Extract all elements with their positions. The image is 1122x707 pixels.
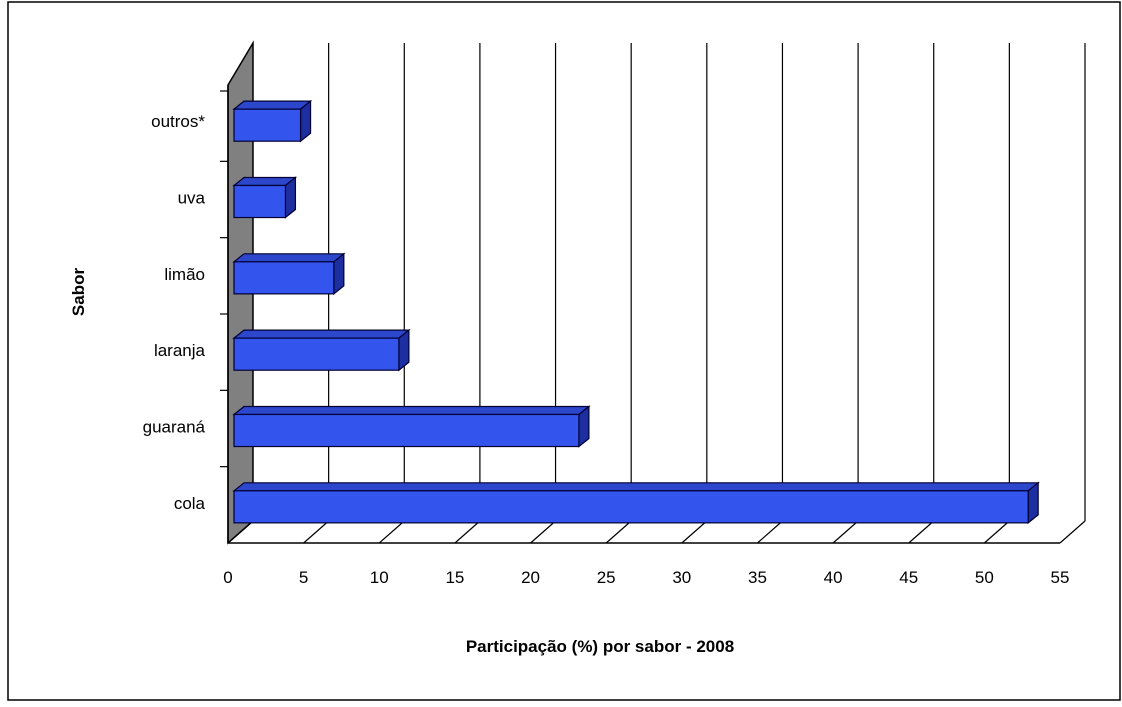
bar-top-face [232, 405, 591, 416]
floor-line [378, 520, 405, 544]
x-tick-label: 20 [521, 568, 540, 587]
bar [232, 99, 313, 143]
floor-line [454, 520, 481, 544]
bar [232, 405, 591, 448]
floor-line [832, 520, 859, 544]
x-tick-label: 55 [1051, 568, 1070, 587]
floor-line [605, 520, 632, 544]
bar [232, 481, 1040, 525]
bar-front-face [233, 261, 335, 295]
y-tick-label: guaraná [143, 418, 206, 437]
bar-top-face [232, 253, 346, 263]
bar-top-face [232, 482, 1040, 492]
bar [232, 252, 346, 296]
floor-line [983, 520, 1010, 544]
x-tick-label: 50 [975, 568, 994, 587]
x-tick-label: 45 [899, 568, 918, 587]
x-tick-label: 35 [748, 568, 767, 587]
floor-line [303, 520, 330, 544]
bar-front-face [233, 184, 287, 219]
bar-top-face [232, 329, 411, 339]
floor-line [681, 520, 708, 544]
bar-top-face [232, 100, 313, 110]
y-axis-label: Sabor [69, 268, 88, 317]
x-tick-label: 30 [672, 568, 691, 587]
y-tick-label: uva [178, 189, 206, 208]
y-tick-label: limão [164, 265, 205, 284]
x-tick-label: 5 [299, 568, 308, 587]
chart-border [7, 1, 1121, 701]
floor-line [227, 520, 254, 544]
x-tick-label: 15 [445, 568, 464, 587]
bar [232, 328, 411, 372]
floor-line [757, 520, 783, 544]
x-tick-label: 0 [223, 568, 232, 587]
bar-front-face [233, 337, 400, 371]
bar [232, 176, 298, 219]
bar-front-face [233, 490, 1029, 524]
floor-line [1059, 520, 1086, 544]
x-axis-label: Participação (%) por sabor - 2008 [466, 637, 734, 656]
y-tick-label: outros* [151, 112, 205, 131]
bar-front-face [233, 108, 302, 142]
floor-line [908, 520, 935, 544]
floor-line [530, 520, 556, 544]
y-tick-label: cola [174, 494, 206, 513]
y-tick-label: laranja [154, 341, 206, 360]
x-tick-label: 10 [370, 568, 389, 587]
bar-front-face [233, 413, 580, 448]
x-tick-label: 40 [824, 568, 843, 587]
x-tick-label: 25 [597, 568, 616, 587]
